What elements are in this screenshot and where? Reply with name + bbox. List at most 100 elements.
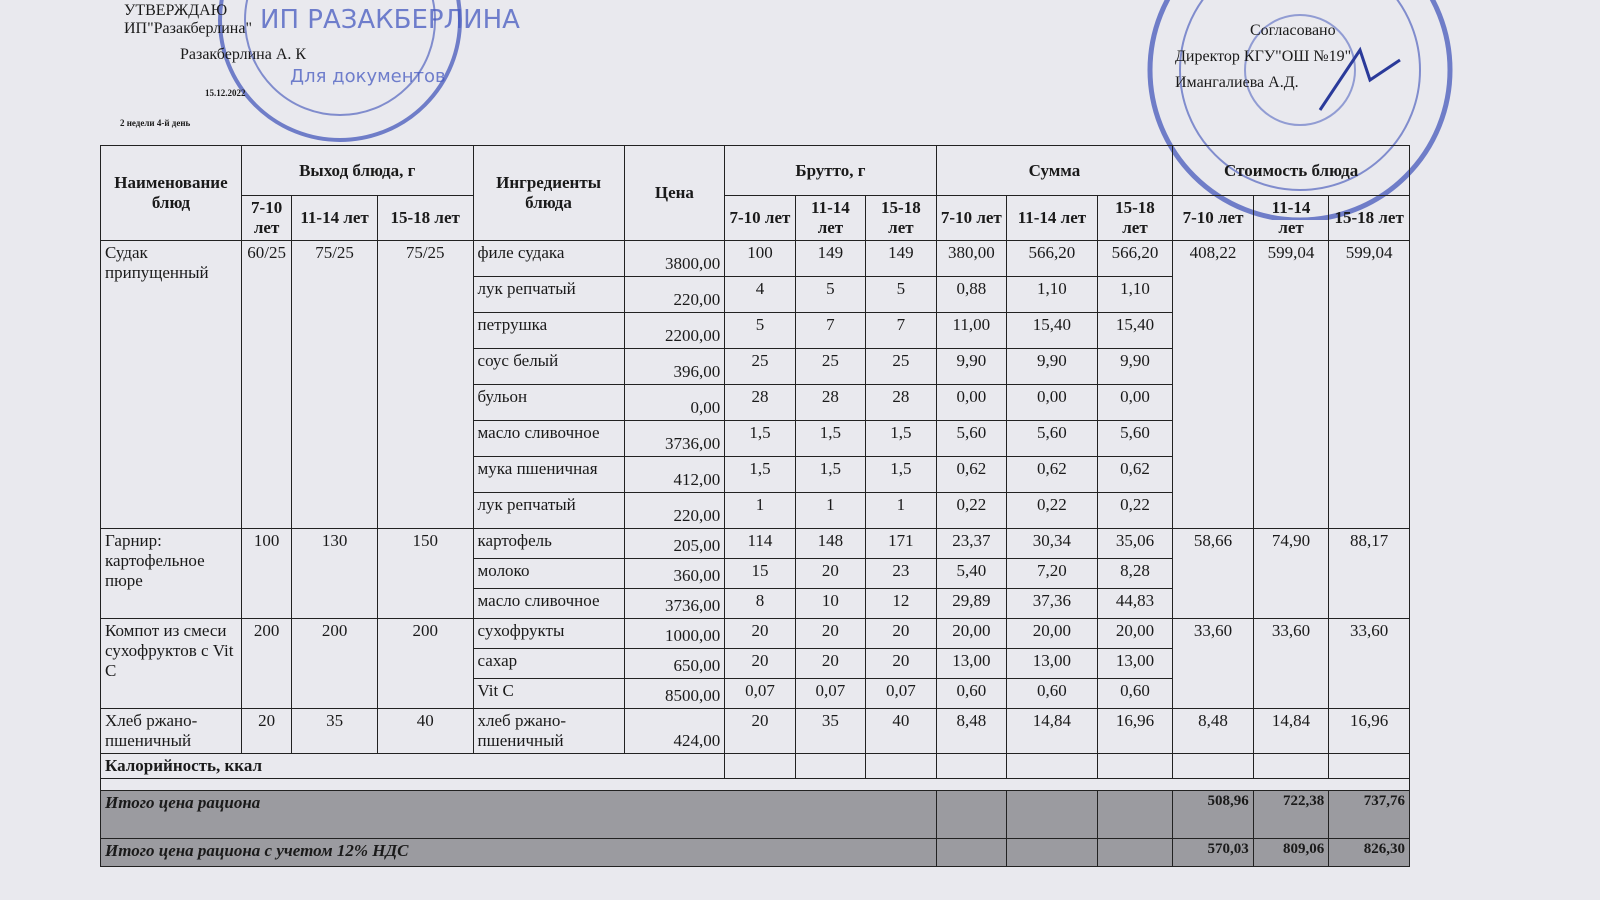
sum-value: 0,60 [1006,678,1098,709]
age-header: 11-14 лет [794,195,867,241]
sum-value: 29,89 [935,588,1008,619]
table-row: лук репчатый 220,00 4 5 5 0,88 1,10 1,10 [101,276,1410,313]
sum-value: 30,34 [1006,528,1098,559]
sum-value: 23,37 [935,528,1008,559]
total-value: 809,06 [1252,838,1330,867]
header-cell: Ингредиенты блюда [472,145,625,241]
brutto-value: 20 [865,648,937,679]
table-row: мука пшеничная 412,00 1,5 1,5 1,5 0,62 0,62 0,6… [101,456,1410,493]
stamp-text: Для документов [290,66,446,87]
table-row: Итого цена рациона с учетом 12% НДС 570,0… [100,838,1410,867]
sum-value: 0,62 [935,456,1008,493]
sum-value: 0,62 [1006,456,1098,493]
approve-line: ИП"Разакберлина" [124,20,252,37]
empty-cell [794,753,867,779]
dish-name: Гарнир: картофельное пюре [100,528,242,619]
spacer-cell [100,778,1410,791]
empty-cell [1006,790,1098,839]
sum-value: 13,00 [935,648,1008,679]
brutto-value: 40 [865,708,937,754]
table-row: лук репчатый 220,00 1 1 1 0,22 0,22 0,22 [101,492,1410,529]
dish-name: Компот из смеси сухофруктов с Vit C [100,618,242,709]
approve-block: УТВЕРЖДАЮ ИП"Разакберлина" Разакберлина … [124,2,306,64]
table-row: Калорийность, ккал [99,753,1410,779]
ingredient-price: 396,00 [623,348,726,385]
header-cell: Стоимость блюда [1172,145,1410,196]
age-header: 11-14 лет [1006,195,1098,241]
header-cell: Брутто, г [724,145,937,196]
sum-value: 9,90 [1006,348,1098,385]
table-row: масло сливочное 3736,00 1,5 1,5 1,5 5,60 5,60 5… [101,420,1410,457]
dish-yield: 100 [240,528,293,619]
sum-value: 1,10 [1006,276,1098,313]
empty-cell [1252,753,1330,779]
age-header: 7-10 лет [935,195,1008,241]
ingredient-name: Vit C [472,678,625,709]
brutto-value: 1,5 [794,456,867,493]
sum-value: 0,60 [1096,678,1174,709]
sum-value: 15,40 [1096,312,1174,349]
header-cell: Наименование блюд [100,145,242,241]
approve-line: УТВЕРЖДАЮ [124,2,228,19]
sum-value: 5,40 [935,558,1008,589]
dish-cost: 33,60 [1252,618,1330,709]
age-header: 7-10 лет [240,195,293,241]
ingredient-name: лук репчатый [472,276,625,313]
sum-value: 20,00 [1006,618,1098,649]
sum-value: 35,06 [1096,528,1174,559]
sum-value: 8,28 [1096,558,1174,589]
sum-value: 0,00 [1096,384,1174,421]
ingredient-price: 3800,00 [623,240,726,277]
table-row: сахар 650,00 20 20 20 13,00 13,00 13,00 [101,648,1410,679]
dish-cost: 599,04 [1252,240,1330,529]
brutto-value: 10 [794,588,867,619]
ingredient-name: сухофрукты [472,618,625,649]
sum-value: 566,20 [1006,240,1098,277]
sum-value: 13,00 [1006,648,1098,679]
ingredient-name: мука пшеничная [472,456,625,493]
empty-cell [935,838,1008,867]
brutto-value: 0,07 [724,678,796,709]
brutto-value: 15 [724,558,796,589]
brutto-value: 1,5 [865,456,937,493]
table-row [100,778,1410,791]
ingredient-price: 220,00 [623,492,726,529]
dish-cost: 33,60 [1328,618,1410,709]
sum-value: 0,88 [935,276,1008,313]
table-row: Итого цена рациона 508,96 722,38 737,76 [100,790,1410,839]
dish-yield: 20 [240,708,293,754]
dish-cost: 88,17 [1328,528,1410,619]
total-value: 508,96 [1172,790,1254,839]
dish-name: Судак припущенный [100,240,242,529]
header-cell: Выход блюда, г [240,145,474,196]
sum-value: 0,00 [935,384,1008,421]
brutto-value: 8 [724,588,796,619]
empty-cell [1006,753,1098,779]
brutto-value: 5 [865,276,937,313]
ingredient-price: 3736,00 [623,420,726,457]
agree-block: Согласовано Директор КГУ"ОШ №19" Имангал… [1175,18,1351,96]
ingredient-price: 8500,00 [623,678,726,709]
ingredient-price: 220,00 [623,276,726,313]
brutto-value: 25 [724,348,796,385]
dish-cost: 599,04 [1328,240,1410,529]
brutto-value: 12 [865,588,937,619]
agree-line: Согласовано [1250,22,1336,39]
age-header: 11-14 лет [1252,195,1330,241]
ingredient-name: картофель [472,528,625,559]
dish-cost: 14,84 [1252,708,1330,754]
dish-cost: 33,60 [1172,618,1254,709]
dish-yield: 130 [291,528,378,619]
ingredient-name: петрушка [472,312,625,349]
brutto-value: 20 [865,618,937,649]
dish-cost: 408,22 [1172,240,1254,529]
table-row: Наименование блюд Выход блюда, г Ингредиен… [100,145,1410,241]
empty-cell [935,753,1008,779]
sum-value: 0,22 [1096,492,1174,529]
ingredient-price: 412,00 [623,456,726,493]
table-row: Хлеб ржано-пшеничный 20 35 40 хлеб ржано-пше… [100,708,1410,754]
day-label: 2 недели 4-й день [120,118,191,128]
brutto-value: 23 [865,558,937,589]
empty-cell [935,790,1008,839]
dish-yield: 200 [291,618,378,709]
